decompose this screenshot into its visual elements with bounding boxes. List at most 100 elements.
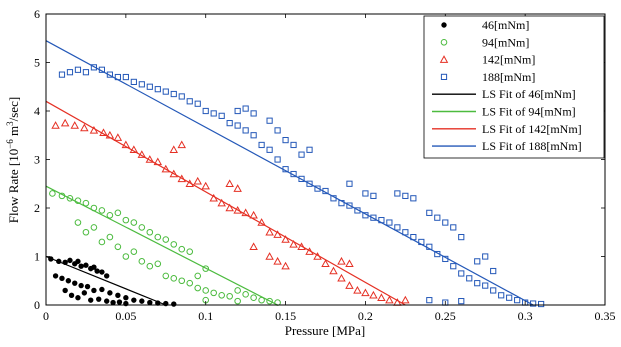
- data-point: [402, 192, 409, 199]
- data-point: [170, 90, 177, 98]
- y-tick-label: 5: [34, 56, 40, 70]
- x-axis-title: Pressure [MPa]: [285, 323, 366, 338]
- data-point: [146, 228, 154, 236]
- legend-entry: 188[mNm]: [440, 70, 535, 84]
- data-point: [66, 195, 74, 202]
- data-point: [99, 286, 105, 293]
- data-point: [370, 214, 377, 221]
- data-point: [410, 195, 417, 202]
- legend-entry: 46[mNm]: [441, 18, 529, 32]
- data-point: [250, 110, 257, 117]
- data-point: [98, 238, 106, 246]
- legend-entry: LS Fit of 46[mNm]: [432, 87, 576, 101]
- data-point: [116, 299, 123, 305]
- y-axis-title-exponent: −6: [5, 139, 15, 149]
- data-point: [242, 127, 249, 134]
- data-point: [210, 110, 217, 117]
- data-point: [538, 300, 545, 308]
- data-point: [266, 297, 273, 305]
- legend-marker: [440, 39, 448, 46]
- data-point: [74, 219, 82, 226]
- data-point: [194, 272, 202, 280]
- data-point: [514, 297, 521, 304]
- data-point: [401, 295, 410, 304]
- legend-items: 46[mNm] 94[mNm] 142[mNm] 188[mNm] LS Fit of …: [432, 18, 582, 153]
- y-axis-title: Flow Rate [10−6 m3/sec]: [5, 97, 21, 223]
- data-point: [337, 256, 346, 265]
- data-point: [154, 233, 162, 241]
- data-point: [193, 176, 202, 185]
- fit-line-LS Fit of 142[mNm]: [45, 100, 406, 306]
- data-point: [84, 283, 91, 290]
- legend-entry: LS Fit of 188[mNm]: [432, 139, 582, 153]
- data-point: [234, 107, 241, 115]
- y-tick-label: 4: [34, 104, 40, 118]
- data-point: [242, 105, 249, 112]
- data-point: [114, 243, 122, 251]
- data-point: [394, 190, 401, 197]
- data-point: [178, 245, 186, 253]
- data-point: [370, 192, 377, 199]
- data-point: [74, 66, 82, 73]
- data-point: [62, 287, 68, 294]
- x-axis-ticks: 0 0.05 0.1 0.15 0.2 0.25 0.3 0.35: [43, 14, 616, 323]
- data-point: [96, 296, 102, 302]
- data-point: [273, 230, 282, 238]
- data-point: [346, 202, 353, 209]
- data-point: [122, 73, 129, 81]
- data-point: [103, 273, 110, 279]
- data-point: [186, 248, 194, 255]
- data-point: [337, 273, 346, 282]
- data-point: [106, 233, 114, 241]
- data-point: [178, 277, 186, 285]
- data-point: [202, 287, 210, 294]
- data-point: [466, 275, 473, 282]
- data-point: [65, 278, 72, 284]
- data-point: [498, 292, 505, 299]
- data-point: [122, 253, 130, 260]
- data-point: [281, 235, 290, 243]
- data-point: [75, 295, 81, 301]
- legend-entry: LS Fit of 94[mNm]: [432, 105, 576, 119]
- data-point: [298, 175, 305, 183]
- data-point: [131, 297, 137, 303]
- data-point: [162, 236, 170, 243]
- legend-marker: [440, 73, 448, 81]
- data-point: [98, 207, 106, 214]
- data-point: [78, 282, 84, 289]
- data-point: [60, 118, 70, 127]
- y-tick-label: 1: [34, 250, 40, 264]
- y-tick-label: 0: [34, 298, 40, 312]
- data-point: [121, 140, 131, 149]
- legend-label: LS Fit of 142[mNm]: [482, 122, 582, 136]
- data-point: [490, 267, 497, 275]
- data-point: [59, 275, 65, 282]
- data-point: [202, 107, 209, 115]
- data-point: [298, 151, 305, 158]
- y-tick-label: 3: [34, 153, 40, 167]
- data-point: [234, 122, 241, 129]
- legend-label: 46[mNm]: [482, 18, 529, 32]
- data-point: [249, 210, 258, 219]
- data-point: [113, 133, 123, 141]
- data-point: [426, 209, 433, 216]
- x-tick-label: 0.3: [518, 309, 533, 323]
- data-point: [394, 224, 401, 231]
- data-point: [138, 224, 146, 231]
- legend-label: 188[mNm]: [482, 70, 535, 84]
- data-point: [450, 263, 457, 270]
- data-point: [506, 294, 513, 301]
- data-point: [72, 280, 78, 286]
- x-tick-label: 0.2: [358, 309, 373, 323]
- data-point: [162, 272, 170, 280]
- data-point: [78, 263, 84, 269]
- data-point: [329, 266, 338, 275]
- legend-marker: [441, 22, 447, 28]
- x-tick-label: 0.25: [435, 309, 456, 323]
- data-point: [250, 132, 257, 139]
- data-point: [234, 287, 241, 294]
- data-point: [402, 229, 409, 236]
- data-point: [274, 127, 281, 134]
- legend-label: LS Fit of 188[mNm]: [482, 139, 582, 153]
- data-point: [169, 145, 179, 154]
